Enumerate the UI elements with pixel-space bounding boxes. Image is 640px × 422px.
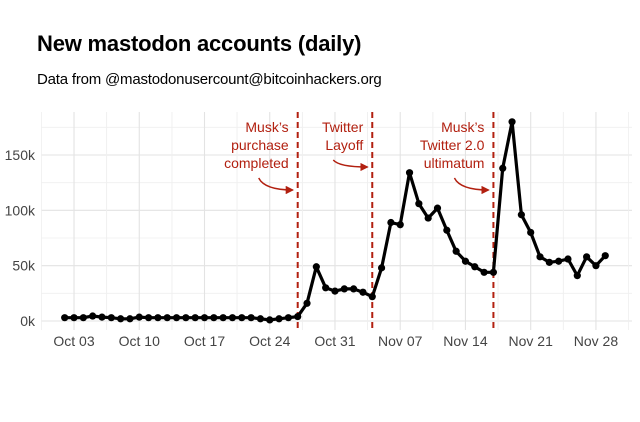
gridlines	[41, 112, 632, 330]
data-point	[172, 314, 181, 322]
x-tick-label: Oct 10	[119, 333, 160, 349]
x-tick-label: Nov 14	[443, 333, 488, 349]
data-point	[517, 211, 525, 219]
annotation-text: Musk’s	[441, 119, 484, 135]
data-point	[527, 228, 535, 237]
data-point	[238, 314, 246, 322]
x-tick-label: Oct 31	[314, 333, 355, 349]
data-point	[70, 314, 78, 322]
data-point	[340, 285, 348, 293]
data-point	[182, 314, 190, 322]
x-tick-label: Oct 24	[249, 333, 290, 349]
data-point	[266, 316, 274, 324]
x-tick-label: Nov 07	[378, 333, 423, 349]
data-point	[443, 226, 451, 234]
data-point	[499, 164, 507, 172]
data-point	[480, 268, 488, 276]
data-point	[284, 314, 292, 322]
data-point	[433, 204, 442, 212]
data-point	[89, 312, 97, 320]
data-point	[247, 314, 255, 322]
chart-subtitle: Data from @mastodonusercount@bitcoinhack…	[37, 71, 382, 88]
data-point	[322, 284, 330, 292]
data-point	[564, 255, 572, 263]
y-axis-ticks: 0k 50k 100k 150k	[5, 147, 36, 329]
data-point	[163, 314, 171, 322]
data-point	[135, 313, 143, 321]
data-point	[107, 314, 115, 322]
data-point	[117, 315, 125, 323]
data-point	[61, 314, 69, 322]
data-point	[350, 285, 358, 293]
data-point	[424, 214, 432, 222]
data-point	[592, 262, 600, 270]
y-tick-label: 0k	[20, 313, 36, 329]
x-tick-label: Oct 03	[53, 333, 94, 349]
data-point	[452, 247, 460, 255]
data-point	[294, 312, 302, 321]
data-point	[98, 313, 106, 321]
data-point	[396, 221, 404, 229]
data-point	[545, 258, 553, 266]
data-point	[359, 288, 367, 296]
data-point	[405, 169, 414, 177]
data-series	[61, 118, 609, 324]
data-point	[583, 253, 591, 261]
annotation-text: ultimatum	[424, 155, 485, 171]
data-point	[79, 314, 87, 322]
annotation-arrow	[453, 177, 490, 195]
annotations: Musk’s purchase completed Twitter Layoff Musk…	[224, 119, 490, 195]
x-tick-label: Oct 17	[184, 333, 225, 349]
data-point	[126, 315, 134, 323]
data-point	[312, 263, 320, 271]
annotation-arrow	[332, 159, 369, 172]
data-point	[331, 287, 339, 295]
annotation-text: purchase	[231, 137, 289, 153]
annotation-text: Twitter 2.0	[420, 137, 485, 153]
data-point	[275, 315, 283, 323]
data-point	[508, 118, 516, 126]
data-point	[228, 314, 237, 322]
data-point	[415, 200, 423, 208]
annotation-arrow	[258, 177, 295, 195]
data-point	[144, 314, 153, 322]
data-point	[191, 314, 199, 322]
y-tick-label: 50k	[12, 258, 36, 274]
x-axis-ticks: Oct 03 Oct 10 Oct 17 Oct 24 Oct 31 Nov 07 Nov …	[53, 333, 618, 349]
x-tick-label: Nov 21	[509, 333, 554, 349]
data-point	[303, 299, 311, 307]
annotation-text: Musk’s	[245, 119, 288, 135]
data-point	[219, 314, 227, 322]
y-tick-label: 100k	[5, 202, 36, 218]
data-point	[601, 252, 609, 260]
y-tick-label: 150k	[5, 147, 36, 163]
chart-title: New mastodon accounts (daily)	[37, 31, 362, 56]
annotation-text: completed	[224, 155, 289, 171]
data-point	[461, 257, 470, 265]
data-point	[200, 314, 209, 322]
x-tick-label: Nov 28	[574, 333, 619, 349]
data-point	[387, 218, 395, 227]
data-point	[368, 293, 376, 301]
data-point	[256, 315, 265, 323]
data-point	[573, 272, 581, 280]
data-point	[489, 268, 498, 276]
data-point	[154, 314, 162, 322]
annotation-text: Layoff	[325, 137, 363, 153]
data-point	[555, 257, 563, 265]
annotation-text: Twitter	[322, 119, 364, 135]
data-point	[536, 253, 544, 261]
data-point	[471, 263, 479, 271]
data-point	[377, 264, 386, 272]
data-point	[210, 314, 218, 322]
